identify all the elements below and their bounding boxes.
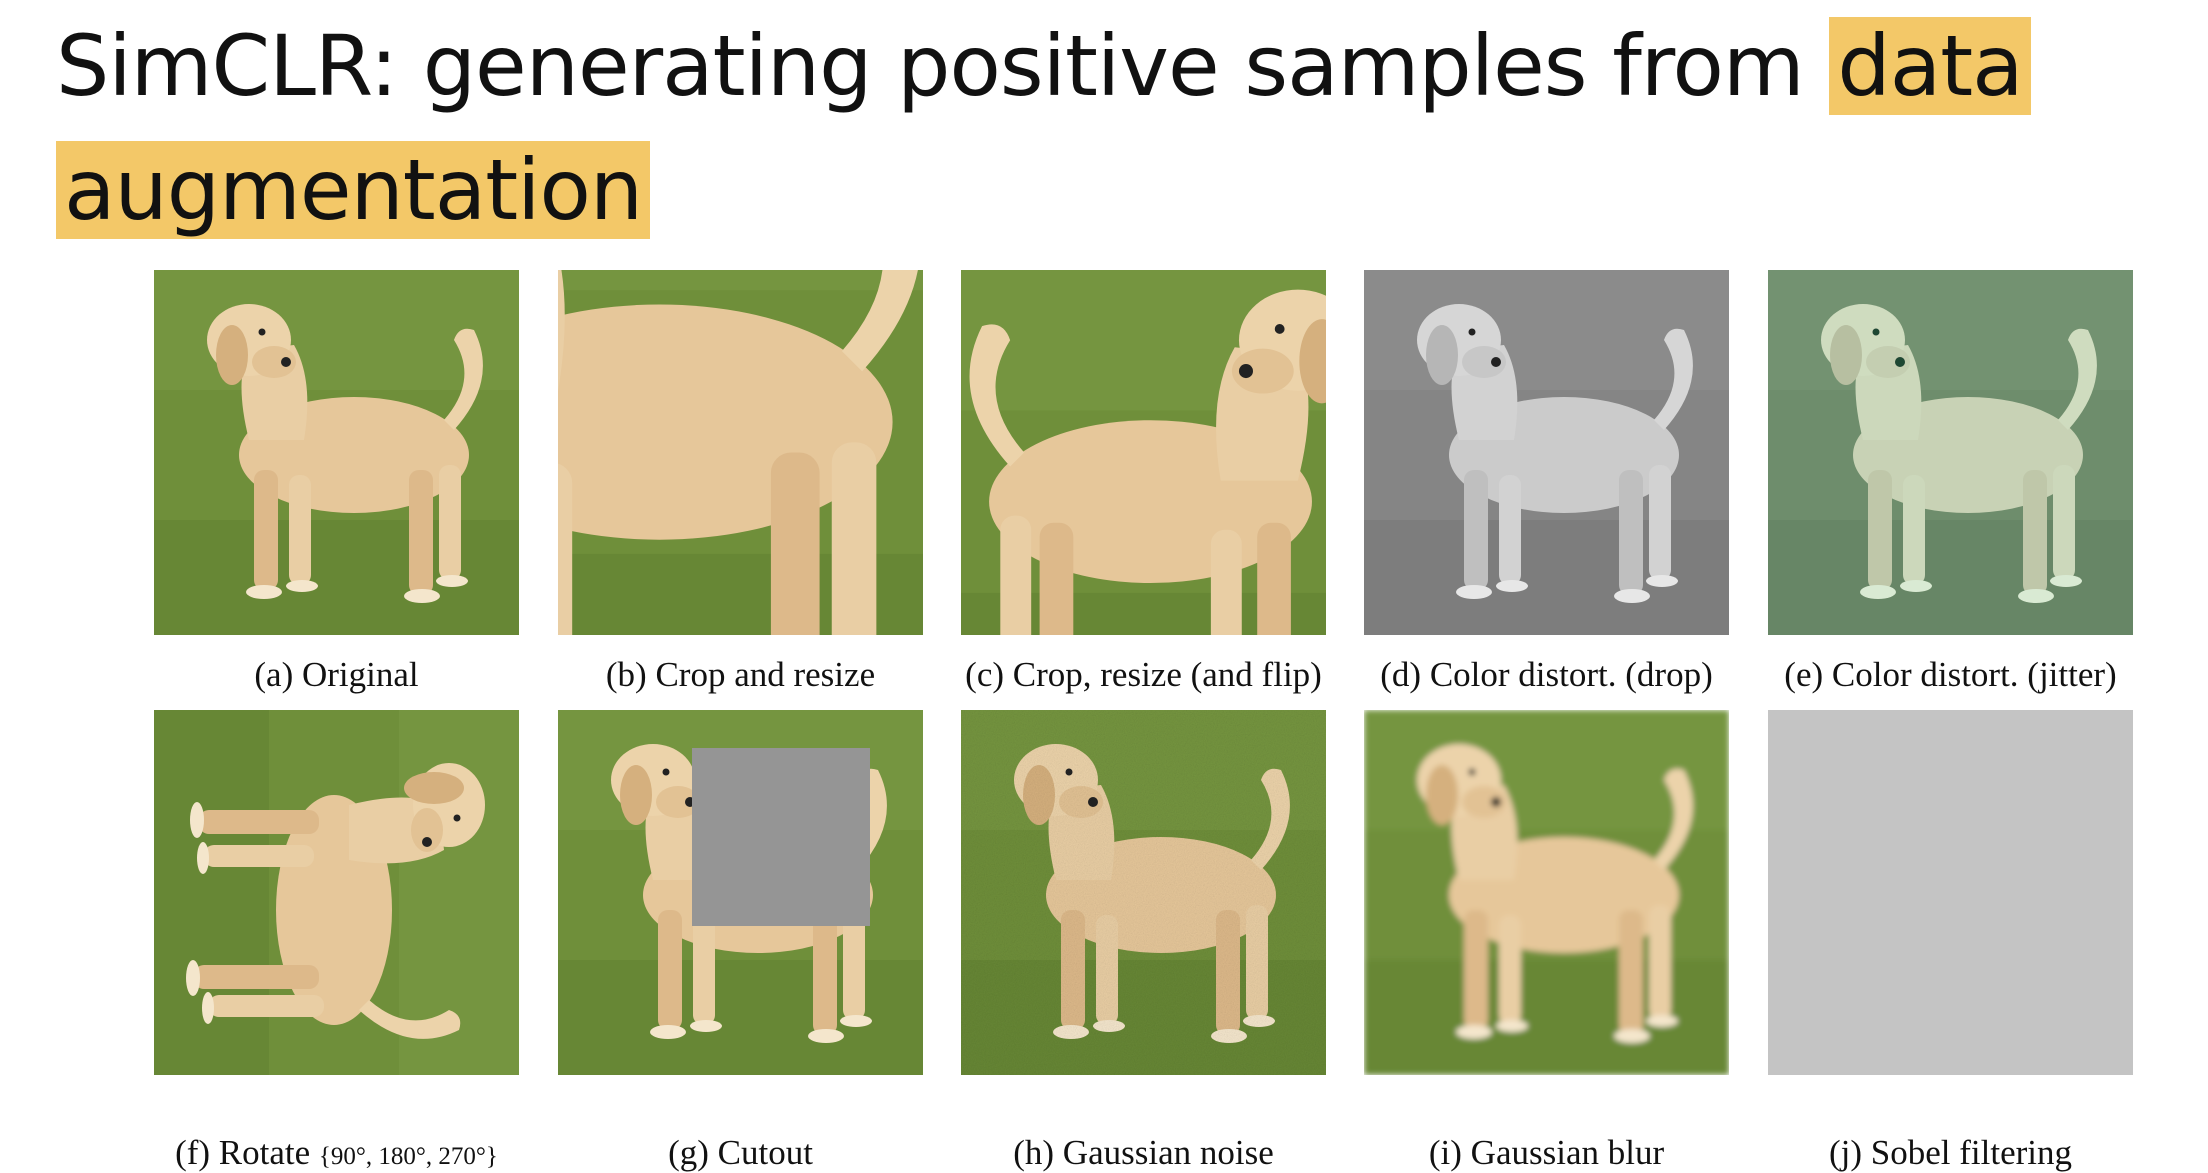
dog-image-crop xyxy=(558,270,923,635)
panel-cutout: (g) Cutout xyxy=(558,710,923,1172)
title-text: SimCLR: generating positive samples from xyxy=(56,17,1830,115)
caption: (i) Gaussian blur xyxy=(1428,1133,1665,1172)
title-highlight-data: data xyxy=(1829,17,2031,115)
dog-image-sobel xyxy=(1768,710,2133,1075)
slide-title: SimCLR: generating positive samples from… xyxy=(56,4,2156,252)
dog-image-rotated xyxy=(154,710,519,1075)
panel-crop-flip: (c) Crop, resize (and flip) xyxy=(961,270,1326,694)
caption: (f) Rotate {90°, 180°, 270°} xyxy=(175,1133,498,1172)
dog-image-noise xyxy=(961,710,1326,1075)
dog-image-jitter xyxy=(1768,270,2133,635)
panel-color-jitter: (e) Color distort. (jitter) xyxy=(1768,270,2133,694)
augmentation-grid: (a) Original (b) Crop and resize (c) Cro… xyxy=(148,270,2138,1172)
caption: (g) Cutout xyxy=(668,1133,813,1172)
caption: (c) Crop, resize (and flip) xyxy=(965,655,1322,694)
panel-color-drop: (d) Color distort. (drop) xyxy=(1364,270,1729,694)
panel-gaussian-blur: (i) Gaussian blur xyxy=(1364,710,1729,1172)
caption: (h) Gaussian noise xyxy=(1013,1133,1274,1172)
panel-original: (a) Original xyxy=(154,270,519,694)
panel-rotate: (f) Rotate {90°, 180°, 270°} xyxy=(154,710,519,1172)
rotate-angles: {90°, 180°, 270°} xyxy=(318,1143,498,1170)
dog-image-original xyxy=(154,270,519,635)
dog-image-crop-flip xyxy=(961,270,1326,635)
caption: (j) Sobel filtering xyxy=(1828,1133,2073,1172)
panel-gaussian-noise: (h) Gaussian noise xyxy=(961,710,1326,1172)
dog-image-cutout xyxy=(558,710,923,1075)
caption: (e) Color distort. (jitter) xyxy=(1784,655,2117,694)
caption: (a) Original xyxy=(254,655,419,694)
dog-image-blur xyxy=(1364,710,1729,1075)
dog-image-gray xyxy=(1364,270,1729,635)
caption: (d) Color distort. (drop) xyxy=(1380,655,1713,694)
panel-crop-resize: (b) Crop and resize xyxy=(558,270,923,694)
panel-sobel: (j) Sobel filtering xyxy=(1768,710,2133,1172)
caption: (b) Crop and resize xyxy=(605,655,876,694)
title-highlight-augmentation: augmentation xyxy=(56,141,651,239)
